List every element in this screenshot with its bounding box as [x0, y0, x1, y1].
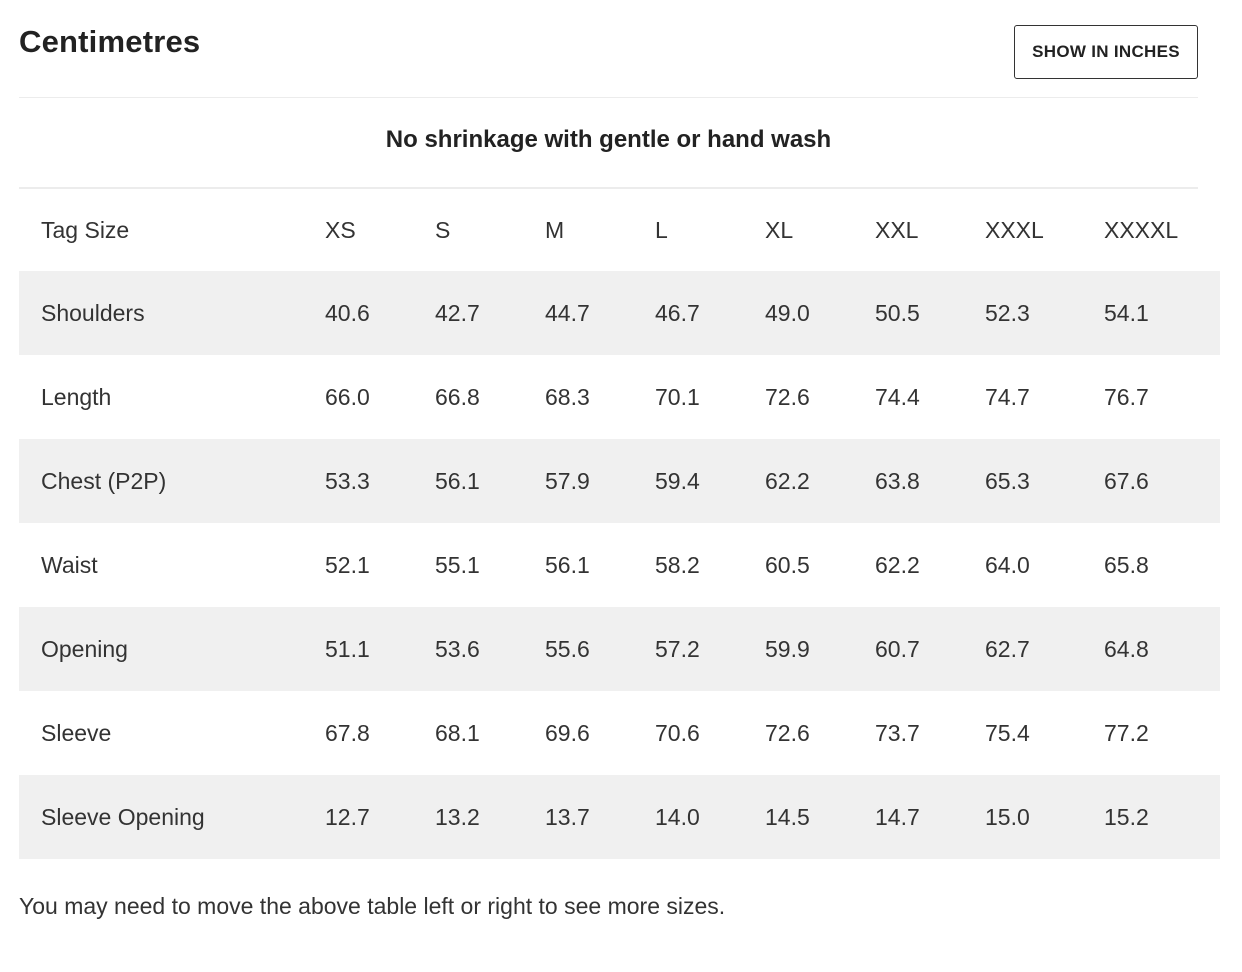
measurement-value: 70.6: [655, 719, 700, 746]
measurement-label: Sleeve: [41, 719, 112, 746]
header-cell: S: [435, 216, 451, 243]
measurement-value: 73.7: [875, 719, 920, 746]
measurement-value: 74.7: [985, 383, 1030, 410]
measurement-label: Sleeve Opening: [41, 803, 205, 830]
measurement-value: 46.7: [655, 299, 700, 326]
measurement-value: 68.1: [435, 719, 480, 746]
measurement-value: 50.5: [875, 299, 920, 326]
size-chart-section: Centimetres SHOW IN INCHES No shrinkage …: [19, 0, 1220, 859]
header-cell: XXXL: [985, 216, 1044, 243]
header-cell: XS: [325, 216, 356, 243]
measurement-value: 60.7: [875, 635, 920, 662]
shrinkage-note: No shrinkage with gentle or hand wash: [19, 98, 1198, 189]
measurement-value: 77.2: [1104, 719, 1149, 746]
table-row: Chest (P2P) 53.3 56.1 57.9 59.4 62.2 63.8 65.3 6…: [19, 439, 1220, 523]
measurement-value: 57.2: [655, 635, 700, 662]
scroll-hint: You may need to move the above table lef…: [19, 893, 726, 919]
measurement-value: 56.1: [435, 467, 480, 494]
measurement-value: 67.8: [325, 719, 370, 746]
measurement-value: 55.1: [435, 551, 480, 578]
measurement-value: 58.2: [655, 551, 700, 578]
measurement-value: 59.4: [655, 467, 700, 494]
measurement-label: Shoulders: [41, 299, 145, 326]
size-table-header-row: Tag Size XS S M L XL XXL XXXL XXXXL: [19, 189, 1220, 271]
measurement-value: 44.7: [545, 299, 590, 326]
measurement-value: 40.6: [325, 299, 370, 326]
size-chart-header: Centimetres SHOW IN INCHES: [19, 0, 1198, 98]
measurement-value: 52.3: [985, 299, 1030, 326]
measurement-value: 53.6: [435, 635, 480, 662]
table-row: Waist 52.1 55.1 56.1 58.2 60.5 62.2 64.0 65.8: [19, 523, 1220, 607]
measurement-value: 75.4: [985, 719, 1030, 746]
measurement-value: 67.6: [1104, 467, 1149, 494]
measurement-value: 42.7: [435, 299, 480, 326]
measurement-value: 13.2: [435, 803, 480, 830]
table-row: Sleeve 67.8 68.1 69.6 70.6 72.6 73.7 75.4 77.2: [19, 691, 1220, 775]
measurement-value: 56.1: [545, 551, 590, 578]
measurement-value: 62.2: [875, 551, 920, 578]
measurement-value: 53.3: [325, 467, 370, 494]
units-title: Centimetres: [19, 24, 201, 59]
measurement-value: 59.9: [765, 635, 810, 662]
header-cell: XXXXL: [1104, 216, 1179, 243]
measurement-value: 15.0: [985, 803, 1030, 830]
measurement-value: 52.1: [325, 551, 370, 578]
measurement-value: 72.6: [765, 383, 810, 410]
header-cell: L: [655, 216, 668, 243]
measurement-value: 57.9: [545, 467, 590, 494]
measurement-value: 13.7: [545, 803, 590, 830]
measurement-value: 66.8: [435, 383, 480, 410]
measurement-label: Opening: [41, 635, 128, 662]
measurement-value: 54.1: [1104, 299, 1149, 326]
measurement-value: 65.3: [985, 467, 1030, 494]
size-table-body: Shoulders 40.6 42.7 44.7 46.7 49.0 50.5 52.3 54.…: [19, 271, 1220, 859]
measurement-value: 14.5: [765, 803, 810, 830]
header-cell: XXL: [875, 216, 919, 243]
measurement-value: 76.7: [1104, 383, 1149, 410]
table-row: Sleeve Opening 12.7 13.2 13.7 14.0 14.5 14.7 15…: [19, 775, 1220, 859]
measurement-value: 63.8: [875, 467, 920, 494]
measurement-value: 64.0: [985, 551, 1030, 578]
measurement-label: Waist: [41, 551, 98, 578]
table-row: Length 66.0 66.8 68.3 70.1 72.6 74.4 74.7 76.7: [19, 355, 1220, 439]
measurement-value: 65.8: [1104, 551, 1149, 578]
measurement-value: 49.0: [765, 299, 810, 326]
table-row: Shoulders 40.6 42.7 44.7 46.7 49.0 50.5 52.3 54.…: [19, 271, 1220, 355]
measurement-value: 70.1: [655, 383, 700, 410]
measurement-value: 68.3: [545, 383, 590, 410]
table-row: Opening 51.1 53.6 55.6 57.2 59.9 60.7 62.7 64.8: [19, 607, 1220, 691]
measurement-value: 55.6: [545, 635, 590, 662]
measurement-value: 62.2: [765, 467, 810, 494]
measurement-label: Length: [41, 383, 112, 410]
header-cell: XL: [765, 216, 794, 243]
measurement-value: 14.0: [655, 803, 700, 830]
header-cell: M: [545, 216, 565, 243]
measurement-value: 15.2: [1104, 803, 1149, 830]
measurement-value: 72.6: [765, 719, 810, 746]
measurement-value: 62.7: [985, 635, 1030, 662]
measurement-value: 64.8: [1104, 635, 1149, 662]
measurement-value: 12.7: [325, 803, 370, 830]
measurement-value: 60.5: [765, 551, 810, 578]
measurement-value: 51.1: [325, 635, 370, 662]
measurement-value: 66.0: [325, 383, 370, 410]
measurement-value: 14.7: [875, 803, 920, 830]
measurement-value: 69.6: [545, 719, 590, 746]
size-table[interactable]: Tag Size XS S M L XL XXL XXXL XXXXL Shou…: [19, 189, 1220, 859]
measurement-value: 74.4: [875, 383, 920, 410]
show-in-inches-button[interactable]: SHOW IN INCHES: [1014, 25, 1198, 79]
header-cell: Tag Size: [41, 216, 130, 243]
measurement-label: Chest (P2P): [41, 467, 167, 494]
